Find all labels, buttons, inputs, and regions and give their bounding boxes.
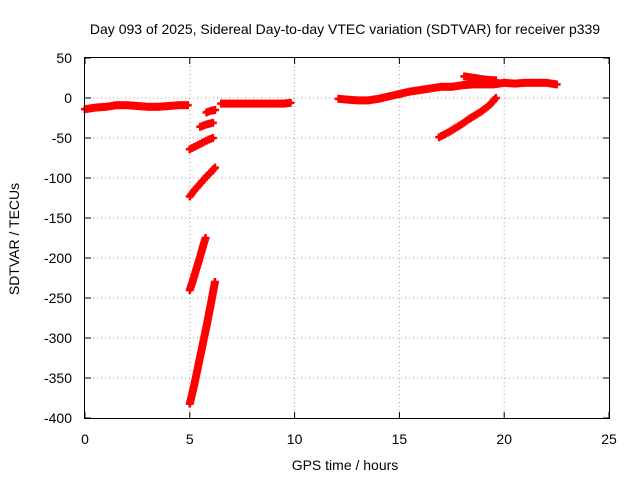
- x-axis-title: GPS time / hours: [292, 457, 399, 473]
- y-tick-labels: 50 0 -50 -100 -150 -200 -250 -300 -350 -400: [44, 50, 72, 426]
- y-tick-label: -50: [52, 130, 72, 146]
- data-point: [491, 76, 500, 85]
- x-tick-labels: 0 5 10 15 20 25: [81, 431, 617, 447]
- x-tick-label: 25: [601, 431, 617, 447]
- chart-title: Day 093 of 2025, Sidereal Day-to-day VTE…: [90, 21, 600, 37]
- data-point: [183, 101, 192, 110]
- y-tick-label: -350: [44, 370, 72, 386]
- x-tick-label: 0: [81, 431, 89, 447]
- data-points: [81, 72, 561, 408]
- data-point: [210, 106, 219, 114]
- axis-ticks: [84, 57, 610, 419]
- data-point: [208, 134, 217, 142]
- data-point: [201, 234, 210, 242]
- data-point: [208, 118, 217, 127]
- y-tick-label: -250: [44, 290, 72, 306]
- y-tick-label: -100: [44, 170, 72, 186]
- x-tick-label: 5: [186, 431, 194, 447]
- y-tick-label: -400: [44, 410, 72, 426]
- y-axis-title: SDTVAR / TECUs: [6, 183, 22, 295]
- y-tick-label: -200: [44, 250, 72, 266]
- x-tick-label: 10: [287, 431, 303, 447]
- data-point: [552, 80, 561, 89]
- x-tick-label: 20: [496, 431, 512, 447]
- grid-lines: [85, 58, 609, 418]
- data-point: [286, 98, 295, 107]
- y-tick-label: -150: [44, 210, 72, 226]
- x-tick-label: 15: [392, 431, 408, 447]
- data-point: [210, 278, 219, 286]
- data-point: [210, 163, 219, 172]
- y-tick-label: -300: [44, 330, 72, 346]
- y-tick-label: 0: [64, 90, 72, 106]
- plot-frame: [84, 57, 610, 419]
- data-point: [491, 94, 500, 102]
- y-tick-label: 50: [56, 50, 72, 66]
